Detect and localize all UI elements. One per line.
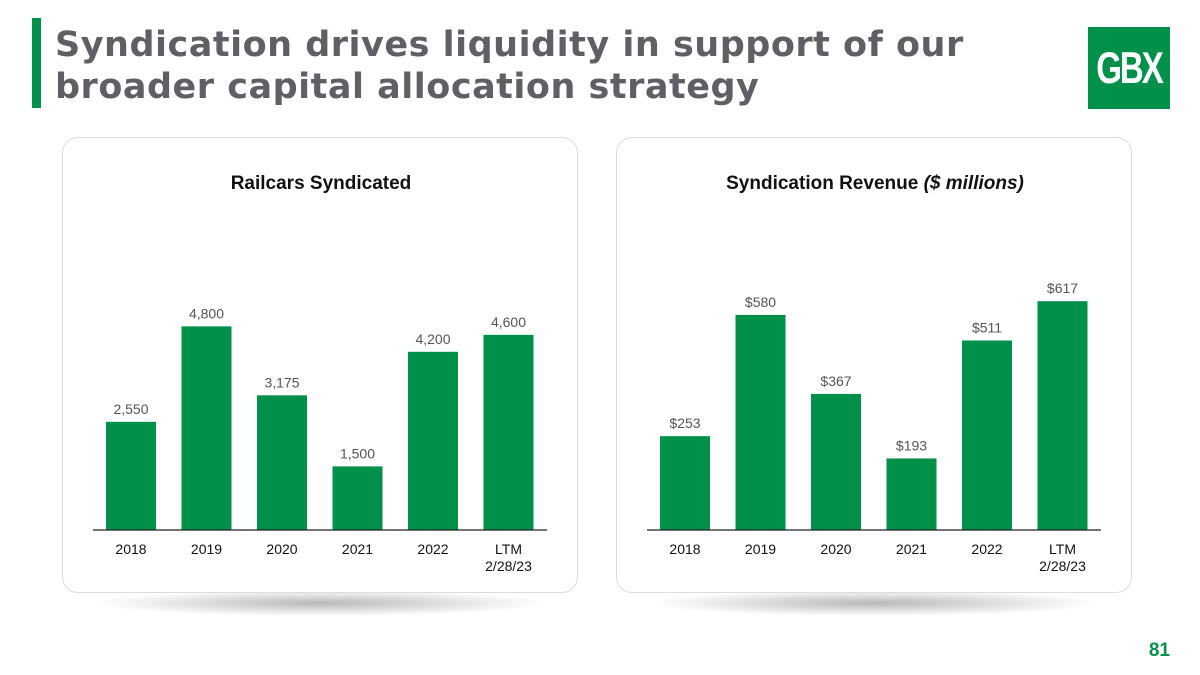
x-tick-label-line: 2019 [745,541,776,557]
data-label: $367 [820,373,851,389]
chart-title: Railcars Syndicated [231,173,412,194]
x-tick-label: LTM 2/28/23 [485,541,532,574]
x-tick-label-line: 2018 [115,541,146,557]
x-tick-label-line: 2019 [191,541,222,557]
railcars-chart: Railcars Syndicated 2,550 2018 4,800 2019 3,1… [93,173,547,574]
slide-title-line-2: broader capital allocation strategy [55,67,760,107]
bar-2021 [332,466,383,530]
bar-2022 [962,340,1012,530]
data-label: $193 [896,437,927,453]
x-tick-label-line: 2/28/23 [485,558,532,574]
x-tick-label-line: 2021 [342,541,373,557]
x-tick-label: 2022 [417,541,448,557]
data-label: 4,600 [491,314,526,330]
bar-2018 [660,436,710,530]
data-label: $580 [745,294,776,310]
chart-title-text: Syndication Revenue [726,173,918,194]
x-tick-label: 2019 [745,541,776,557]
gbx-logo-text: GBX [1096,42,1164,93]
bar-2020 [811,393,861,530]
data-label: 1,500 [340,445,375,461]
x-tick-label: 2020 [820,541,851,557]
panel-shadow-left [100,590,540,616]
railcars-chart-panel: Railcars Syndicated 2,550 2018 4,800 2019 3,1… [62,137,578,593]
data-label: $617 [1047,280,1078,296]
x-tick-label-line: LTM [1049,541,1076,557]
data-label: $253 [669,415,700,431]
x-tick-label-line: 2020 [266,541,297,557]
bar-2019 [181,326,232,530]
x-tick-label-line: 2018 [669,541,700,557]
bar-2020 [257,395,307,530]
x-tick-label: 2022 [971,541,1002,557]
chart-title-text: Railcars Syndicated [231,173,412,194]
revenue-chart: Syndication Revenue ($ millions) $253 2018… [647,173,1101,574]
bar-2018 [106,421,156,530]
bar-ltm [483,334,534,530]
data-label: 4,200 [415,331,450,347]
title-accent-bar [32,18,41,108]
x-tick-label-line: 2021 [896,541,927,557]
slide-title-line-1: Syndication drives liquidity in support … [55,25,964,65]
data-label: $511 [972,319,1002,335]
x-tick-label: 2021 [342,541,373,557]
data-label: 4,800 [189,305,224,321]
x-tick-label-line: LTM [495,541,522,557]
x-tick-label-line: 2020 [820,541,851,557]
page-number: 81 [1148,640,1170,661]
x-tick-label: LTM 2/28/23 [1039,541,1086,574]
x-tick-label-line: 2/28/23 [1039,558,1086,574]
revenue-chart-panel: Syndication Revenue ($ millions) $253 2018… [616,137,1132,593]
data-label: 3,175 [264,374,299,390]
chart-title: Syndication Revenue ($ millions) [726,173,1024,194]
x-tick-label-line: 2022 [417,541,448,557]
panel-shadow-right [654,590,1094,616]
bar-2021 [886,458,937,530]
x-tick-label: 2020 [266,541,297,557]
x-tick-label: 2018 [115,541,146,557]
bar-2019 [735,314,786,530]
bar-ltm [1037,301,1088,530]
chart-title-unit: ($ millions) [918,173,1024,194]
x-tick-label: 2018 [669,541,700,557]
x-tick-label: 2021 [896,541,927,557]
x-tick-label: 2019 [191,541,222,557]
bar-2022 [408,351,458,530]
slide-title: Syndication drives liquidity in support … [55,24,1015,108]
gbx-logo: GBX [1088,27,1170,109]
data-label: 2,550 [113,401,148,417]
x-tick-label-line: 2022 [971,541,1002,557]
